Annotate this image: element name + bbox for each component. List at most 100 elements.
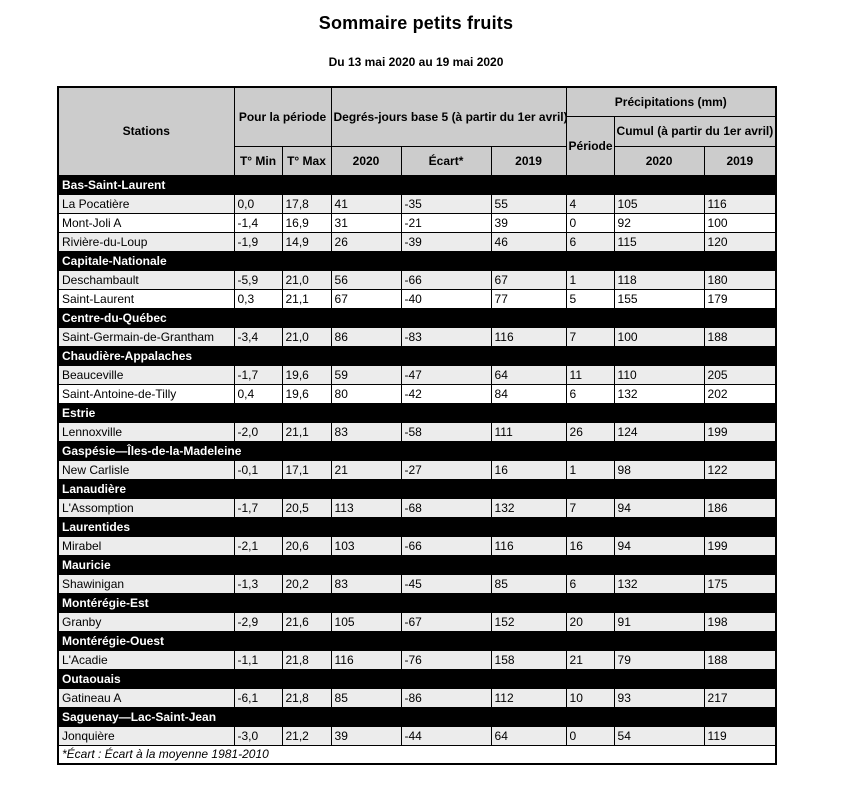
- region-row: Estrie: [57, 402, 777, 423]
- value-cell: -6,1: [233, 687, 283, 708]
- value-cell: 93: [613, 687, 705, 708]
- value-cell: -42: [400, 383, 492, 404]
- col-header-ecart: Écart*: [400, 145, 492, 176]
- value-cell: -83: [400, 326, 492, 347]
- report-container: Sommaire petits fruits Du 13 mai 2020 au…: [57, 0, 778, 765]
- col-header-tmin: T° Min: [233, 145, 283, 176]
- value-cell: 16,9: [281, 212, 332, 233]
- station-row: Saint-Laurent 0,3 21,1 67 -40 77 5 155 179: [57, 288, 777, 309]
- col-header-precipitations: Précipitations (mm): [565, 86, 777, 117]
- value-cell: 199: [703, 421, 777, 442]
- value-cell: 202: [703, 383, 777, 404]
- value-cell: 188: [703, 326, 777, 347]
- col-header-pour-la-periode: Pour la période: [233, 86, 332, 147]
- region-row: Laurentides: [57, 516, 777, 537]
- value-cell: -45: [400, 573, 492, 594]
- value-cell: 80: [330, 383, 402, 404]
- value-cell: -0,1: [233, 459, 283, 480]
- station-row: Lennoxville -2,0 21,1 83 -58 111 26 124 199: [57, 421, 777, 442]
- value-cell: 17,1: [281, 459, 332, 480]
- value-cell: 85: [330, 687, 402, 708]
- region-row: Centre-du-Québec: [57, 307, 777, 328]
- station-row: Deschambault -5,9 21,0 56 -66 67 1 118 180: [57, 269, 777, 290]
- value-cell: 0: [565, 725, 615, 746]
- station-row: La Pocatière 0,0 17,8 41 -35 55 4 105 116: [57, 193, 777, 214]
- value-cell: 217: [703, 687, 777, 708]
- value-cell: -68: [400, 497, 492, 518]
- value-cell: 77: [490, 288, 567, 309]
- value-cell: 98: [613, 459, 705, 480]
- value-cell: 10: [565, 687, 615, 708]
- station-row: L'Acadie -1,1 21,8 116 -76 158 21 79 188: [57, 649, 777, 670]
- value-cell: 20,2: [281, 573, 332, 594]
- value-cell: 188: [703, 649, 777, 670]
- station-name: L'Acadie: [57, 649, 235, 670]
- col-header-cumul-2019: 2019: [703, 145, 777, 176]
- value-cell: 67: [330, 288, 402, 309]
- value-cell: 64: [490, 725, 567, 746]
- value-cell: 132: [613, 573, 705, 594]
- value-cell: 205: [703, 364, 777, 385]
- value-cell: 1: [565, 459, 615, 480]
- value-cell: -67: [400, 611, 492, 632]
- value-cell: -1,7: [233, 497, 283, 518]
- region-row: Outaouais: [57, 668, 777, 689]
- region-header: Montérégie-Ouest: [57, 630, 777, 651]
- region-header: Chaudière-Appalaches: [57, 345, 777, 366]
- value-cell: -3,4: [233, 326, 283, 347]
- region-row: Saguenay—Lac-Saint-Jean: [57, 706, 777, 727]
- value-cell: 6: [565, 573, 615, 594]
- date-range: Du 13 mai 2020 au 19 mai 2020: [328, 55, 504, 69]
- value-cell: 55: [490, 193, 567, 214]
- value-cell: 91: [613, 611, 705, 632]
- region-header: Laurentides: [57, 516, 777, 537]
- station-row: Shawinigan -1,3 20,2 83 -45 85 6 132 175: [57, 573, 777, 594]
- value-cell: 6: [565, 383, 615, 404]
- station-row: Mont-Joli A -1,4 16,9 31 -21 39 0 92 100: [57, 212, 777, 233]
- value-cell: -1,7: [233, 364, 283, 385]
- value-cell: -27: [400, 459, 492, 480]
- value-cell: 86: [330, 326, 402, 347]
- station-row: Saint-Germain-de-Grantham -3,4 21,0 86 -83 11…: [57, 326, 777, 347]
- region-row: Chaudière-Appalaches: [57, 345, 777, 366]
- value-cell: 26: [330, 231, 402, 252]
- station-name: Mirabel: [57, 535, 235, 556]
- value-cell: 120: [703, 231, 777, 252]
- value-cell: 20: [565, 611, 615, 632]
- value-cell: 115: [613, 231, 705, 252]
- value-cell: 79: [613, 649, 705, 670]
- value-cell: 19,6: [281, 364, 332, 385]
- value-cell: -47: [400, 364, 492, 385]
- value-cell: 21,8: [281, 649, 332, 670]
- station-name: Mont-Joli A: [57, 212, 235, 233]
- region-header: Centre-du-Québec: [57, 307, 777, 328]
- value-cell: -1,4: [233, 212, 283, 233]
- value-cell: 180: [703, 269, 777, 290]
- value-cell: 100: [613, 326, 705, 347]
- region-row: Capitale-Nationale: [57, 250, 777, 271]
- value-cell: 21,1: [281, 288, 332, 309]
- value-cell: 116: [703, 193, 777, 214]
- value-cell: 186: [703, 497, 777, 518]
- value-cell: 132: [490, 497, 567, 518]
- value-cell: 105: [330, 611, 402, 632]
- value-cell: 116: [490, 326, 567, 347]
- value-cell: -2,0: [233, 421, 283, 442]
- value-cell: 105: [613, 193, 705, 214]
- station-name: Saint-Antoine-de-Tilly: [57, 383, 235, 404]
- station-name: Saint-Germain-de-Grantham: [57, 326, 235, 347]
- value-cell: 21,0: [281, 326, 332, 347]
- station-name: Rivière-du-Loup: [57, 231, 235, 252]
- value-cell: 26: [565, 421, 615, 442]
- value-cell: 14,9: [281, 231, 332, 252]
- value-cell: 39: [490, 212, 567, 233]
- value-cell: 4: [565, 193, 615, 214]
- value-cell: 100: [703, 212, 777, 233]
- region-header: Capitale-Nationale: [57, 250, 777, 271]
- value-cell: 54: [613, 725, 705, 746]
- value-cell: 113: [330, 497, 402, 518]
- page-title: Sommaire petits fruits: [318, 13, 514, 33]
- col-header-dj-2019: 2019: [490, 145, 567, 176]
- value-cell: 21,1: [281, 421, 332, 442]
